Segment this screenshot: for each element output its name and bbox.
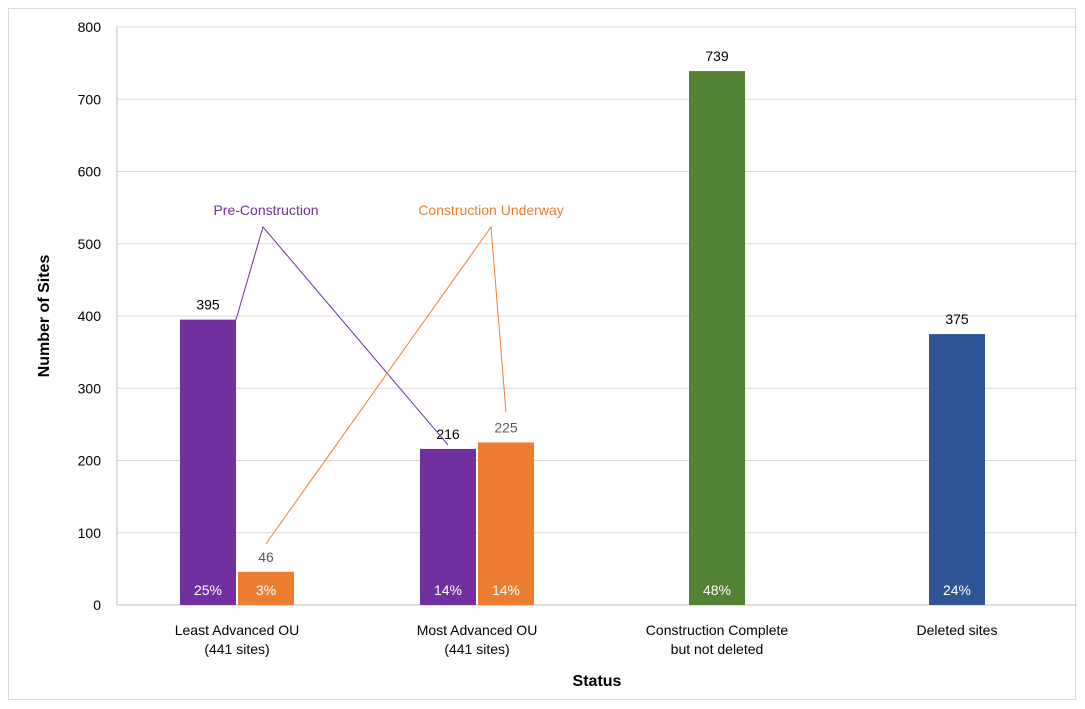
bar <box>689 71 745 605</box>
y-tick-label: 700 <box>78 91 102 107</box>
bar <box>238 571 294 605</box>
bar-percent-label: 48% <box>703 582 731 598</box>
x-category-label: Deleted sites <box>917 622 998 638</box>
bar-percent-label: 14% <box>492 582 520 598</box>
bar-value-label: 395 <box>196 297 220 313</box>
x-category-label: but not deleted <box>671 641 764 657</box>
x-category-label: (441 sites) <box>444 641 509 657</box>
y-tick-label: 500 <box>78 236 102 252</box>
x-category-label: Most Advanced OU <box>417 622 538 638</box>
x-category-label: Construction Complete <box>646 622 789 638</box>
bar-percent-label: 24% <box>943 582 971 598</box>
annotation-leader-line <box>235 225 449 446</box>
bar-value-label: 225 <box>494 419 518 435</box>
y-tick-label: 100 <box>78 525 102 541</box>
x-category-label: Least Advanced OU <box>175 622 300 638</box>
bar <box>420 448 476 605</box>
bar-percent-label: 25% <box>194 582 222 598</box>
y-axis-title: Number of Sites <box>36 255 53 378</box>
bar-value-label: 216 <box>436 426 460 442</box>
bar-value-label: 739 <box>705 48 729 64</box>
annotation-label: Pre-Construction <box>213 202 318 218</box>
y-tick-label: 400 <box>78 308 102 324</box>
y-tick-label: 0 <box>93 597 101 613</box>
annotation-leader-line <box>265 225 507 545</box>
y-tick-label: 200 <box>78 453 102 469</box>
bar-value-label: 375 <box>945 311 969 327</box>
bar <box>929 334 985 605</box>
annotation-label: Construction Underway <box>418 202 564 218</box>
y-tick-label: 600 <box>78 164 102 180</box>
x-axis-title: Status <box>573 673 622 690</box>
chart-frame <box>8 8 1076 700</box>
bar <box>478 442 534 605</box>
bar <box>180 319 236 605</box>
x-category-label: (441 sites) <box>204 641 269 657</box>
bar-percent-label: 3% <box>256 582 276 598</box>
y-tick-label: 800 <box>78 19 102 35</box>
bar-value-label: 46 <box>258 549 274 565</box>
y-tick-label: 300 <box>78 380 102 396</box>
bar-percent-label: 14% <box>434 582 462 598</box>
